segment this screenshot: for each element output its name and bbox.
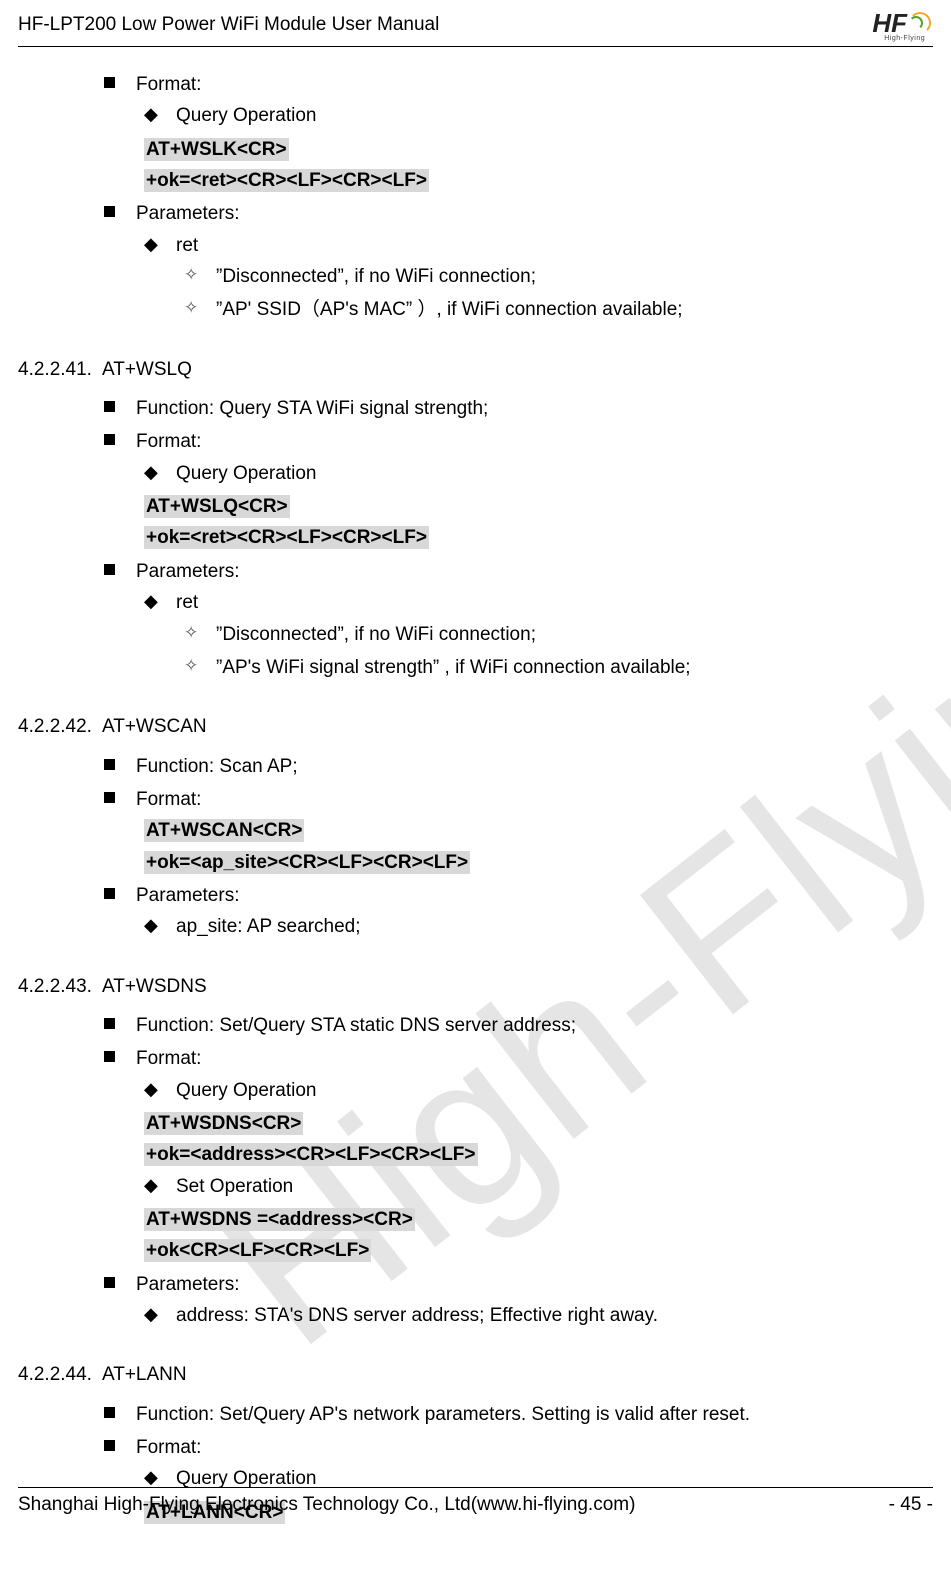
code-line: AT+WSCAN<CR>: [144, 819, 304, 842]
section-title: AT+WSLQ: [102, 354, 192, 385]
param-desc: ”AP's WiFi signal strength” , if WiFi co…: [216, 652, 933, 683]
code-line: +ok=<ret><CR><LF><CR><LF>: [144, 169, 429, 192]
format-label: Format:: [136, 431, 201, 452]
param-ret: ret: [176, 235, 198, 256]
function-desc: Function: Set/Query AP's network paramet…: [136, 1399, 933, 1430]
section-title: AT+WSCAN: [102, 711, 207, 742]
param-ret: ret: [176, 592, 198, 613]
code-line: +ok<CR><LF><CR><LF>: [144, 1239, 371, 1262]
parameters-label: Parameters:: [136, 1274, 239, 1295]
query-op-label: Query Operation: [176, 458, 933, 489]
content-body: Format: Query Operation AT+WSLK<CR> +ok=…: [18, 47, 933, 1528]
section-number: 4.2.2.42.: [18, 711, 92, 742]
section-number: 4.2.2.41.: [18, 354, 92, 385]
parameters-label: Parameters:: [136, 203, 239, 224]
format-label: Format:: [136, 74, 201, 95]
parameters-label: Parameters:: [136, 885, 239, 906]
code-line: AT+WSDNS<CR>: [144, 1112, 303, 1135]
code-line: AT+WSDNS =<address><CR>: [144, 1208, 415, 1231]
section-title: AT+LANN: [102, 1359, 187, 1390]
function-desc: Function: Query STA WiFi signal strength…: [136, 393, 933, 424]
code-line: +ok=<address><CR><LF><CR><LF>: [144, 1143, 478, 1166]
param-desc: address: STA's DNS server address; Effec…: [176, 1300, 933, 1331]
footer-company: Shanghai High-Flying Electronics Technol…: [18, 1494, 635, 1516]
param-desc: ”Disconnected”, if no WiFi connection;: [216, 261, 933, 292]
signal-icon: [909, 10, 933, 34]
section-title: AT+WSDNS: [102, 971, 207, 1002]
param-desc: ”Disconnected”, if no WiFi connection;: [216, 619, 933, 650]
code-line: +ok=<ret><CR><LF><CR><LF>: [144, 526, 429, 549]
format-label: Format:: [136, 789, 201, 810]
code-line: AT+WSLK<CR>: [144, 138, 289, 161]
page-footer: Shanghai High-Flying Electronics Technol…: [18, 1487, 933, 1516]
param-desc: ”AP' SSID（AP's MAC” ）, if WiFi connectio…: [216, 294, 933, 325]
code-line: AT+WSLQ<CR>: [144, 495, 290, 518]
function-desc: Function: Scan AP;: [136, 751, 933, 782]
param-desc: ap_site: AP searched;: [176, 911, 933, 942]
query-op-label: Query Operation: [176, 1075, 933, 1106]
section-number: 4.2.2.44.: [18, 1359, 92, 1390]
function-desc: Function: Set/Query STA static DNS serve…: [136, 1010, 933, 1041]
format-label: Format:: [136, 1048, 201, 1069]
page-number: - 45 -: [889, 1494, 933, 1516]
set-op-label: Set Operation: [176, 1171, 933, 1202]
section-number: 4.2.2.43.: [18, 971, 92, 1002]
document-page: HF-LPT200 Low Power WiFi Module User Man…: [0, 0, 951, 1528]
query-op-label: Query Operation: [176, 100, 933, 131]
logo-subtitle: High-Flying: [884, 35, 925, 42]
format-label: Format:: [136, 1437, 201, 1458]
parameters-label: Parameters:: [136, 561, 239, 582]
page-title: HF-LPT200 Low Power WiFi Module User Man…: [18, 14, 439, 36]
code-line: +ok=<ap_site><CR><LF><CR><LF>: [144, 851, 470, 874]
